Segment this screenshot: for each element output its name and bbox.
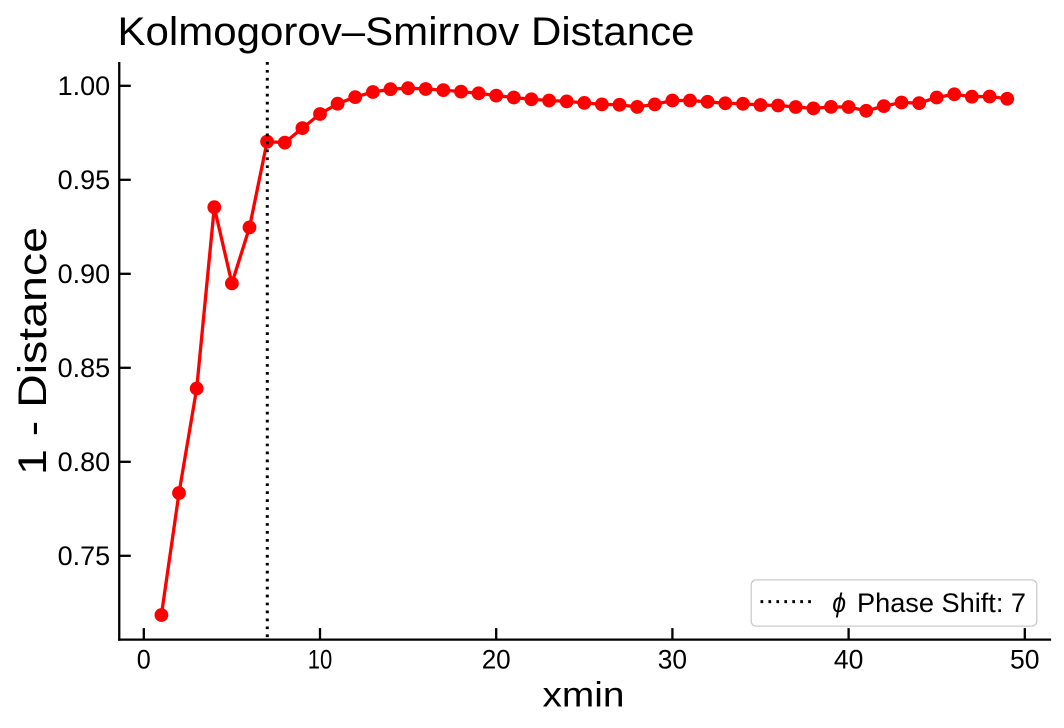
svg-text:0.90: 0.90 bbox=[58, 259, 111, 289]
svg-text:30: 30 bbox=[658, 645, 687, 675]
svg-text:1.00: 1.00 bbox=[58, 71, 111, 101]
svg-text:0.80: 0.80 bbox=[58, 447, 111, 477]
svg-text:0.75: 0.75 bbox=[58, 541, 111, 571]
svg-text:Kolmogorov–Smirnov Distance: Kolmogorov–Smirnov Distance bbox=[118, 10, 695, 54]
svg-text:1 - Distance: 1 - Distance bbox=[11, 227, 55, 475]
svg-text:20: 20 bbox=[482, 645, 511, 675]
svg-text:50: 50 bbox=[1010, 645, 1040, 675]
svg-text:0: 0 bbox=[137, 645, 151, 675]
svg-text:40: 40 bbox=[834, 645, 864, 675]
svg-text:10: 10 bbox=[308, 645, 333, 675]
svg-text:0.95: 0.95 bbox=[58, 165, 111, 195]
svg-text:xmin: xmin bbox=[543, 675, 625, 714]
svg-text:0.85: 0.85 bbox=[58, 353, 111, 383]
svg-text:ϕ: ϕ bbox=[832, 588, 846, 618]
svg-text:Phase Shift: 7: Phase Shift: 7 bbox=[857, 588, 1026, 618]
